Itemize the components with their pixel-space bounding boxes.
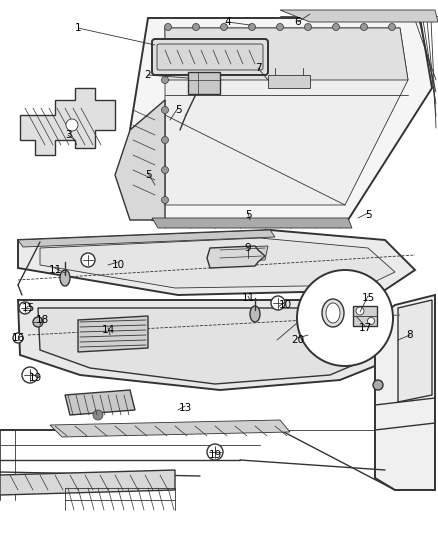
- Circle shape: [276, 23, 283, 30]
- Circle shape: [81, 253, 95, 267]
- Polygon shape: [18, 230, 275, 247]
- Circle shape: [22, 367, 38, 383]
- Polygon shape: [353, 306, 377, 326]
- Circle shape: [192, 23, 199, 30]
- Polygon shape: [398, 300, 432, 402]
- Circle shape: [19, 302, 31, 314]
- Circle shape: [271, 296, 285, 310]
- Text: 16: 16: [11, 333, 25, 343]
- Text: 20: 20: [291, 335, 304, 345]
- Polygon shape: [20, 88, 115, 155]
- Circle shape: [162, 46, 169, 53]
- Text: 5: 5: [365, 210, 371, 220]
- Circle shape: [297, 270, 393, 366]
- Circle shape: [360, 23, 367, 30]
- Circle shape: [66, 119, 78, 131]
- Text: 5: 5: [175, 105, 181, 115]
- FancyBboxPatch shape: [157, 44, 263, 70]
- Circle shape: [33, 317, 43, 327]
- Text: 11: 11: [48, 265, 62, 275]
- Circle shape: [332, 23, 339, 30]
- Circle shape: [220, 23, 227, 30]
- Polygon shape: [0, 470, 175, 495]
- Circle shape: [162, 107, 169, 114]
- Polygon shape: [18, 300, 405, 390]
- Polygon shape: [18, 230, 415, 295]
- Text: 5: 5: [145, 170, 151, 180]
- Polygon shape: [188, 72, 220, 94]
- Circle shape: [162, 136, 169, 143]
- Circle shape: [165, 23, 172, 30]
- Polygon shape: [375, 295, 435, 490]
- Text: 19: 19: [28, 373, 42, 383]
- Circle shape: [356, 307, 364, 315]
- Polygon shape: [78, 316, 148, 352]
- Text: 18: 18: [35, 315, 49, 325]
- Polygon shape: [165, 28, 408, 205]
- Polygon shape: [212, 246, 268, 262]
- Text: 15: 15: [21, 303, 35, 313]
- Circle shape: [367, 318, 374, 325]
- Text: 4: 4: [225, 17, 231, 27]
- Ellipse shape: [322, 299, 344, 327]
- Polygon shape: [165, 28, 408, 80]
- Circle shape: [373, 335, 383, 345]
- Polygon shape: [38, 308, 385, 384]
- Polygon shape: [115, 100, 165, 220]
- Polygon shape: [50, 420, 290, 437]
- Circle shape: [373, 380, 383, 390]
- Polygon shape: [130, 18, 432, 220]
- Circle shape: [207, 444, 223, 460]
- Polygon shape: [40, 238, 395, 288]
- Polygon shape: [280, 10, 438, 22]
- Circle shape: [248, 23, 255, 30]
- FancyBboxPatch shape: [152, 39, 268, 75]
- Text: 9: 9: [245, 243, 251, 253]
- Circle shape: [93, 410, 103, 420]
- Text: 11: 11: [241, 293, 254, 303]
- Text: 5: 5: [245, 210, 251, 220]
- Circle shape: [162, 166, 169, 174]
- Text: 19: 19: [208, 450, 222, 460]
- Circle shape: [162, 77, 169, 84]
- Text: 8: 8: [407, 330, 413, 340]
- Ellipse shape: [250, 306, 260, 322]
- Text: 15: 15: [361, 293, 374, 303]
- Polygon shape: [268, 75, 310, 88]
- Polygon shape: [207, 246, 265, 268]
- Text: 1: 1: [75, 23, 81, 33]
- Text: 10: 10: [279, 300, 292, 310]
- Text: 6: 6: [295, 17, 301, 27]
- Text: 13: 13: [178, 403, 192, 413]
- Circle shape: [304, 23, 311, 30]
- Circle shape: [389, 23, 396, 30]
- Polygon shape: [152, 218, 352, 228]
- Text: 17: 17: [358, 323, 371, 333]
- Text: 3: 3: [65, 130, 71, 140]
- Polygon shape: [65, 390, 135, 415]
- Text: 2: 2: [145, 70, 151, 80]
- Ellipse shape: [326, 303, 340, 323]
- Circle shape: [13, 333, 23, 343]
- Text: 10: 10: [111, 260, 124, 270]
- Text: 7: 7: [254, 63, 261, 73]
- Text: 14: 14: [101, 325, 115, 335]
- Ellipse shape: [60, 270, 70, 286]
- Circle shape: [162, 197, 169, 204]
